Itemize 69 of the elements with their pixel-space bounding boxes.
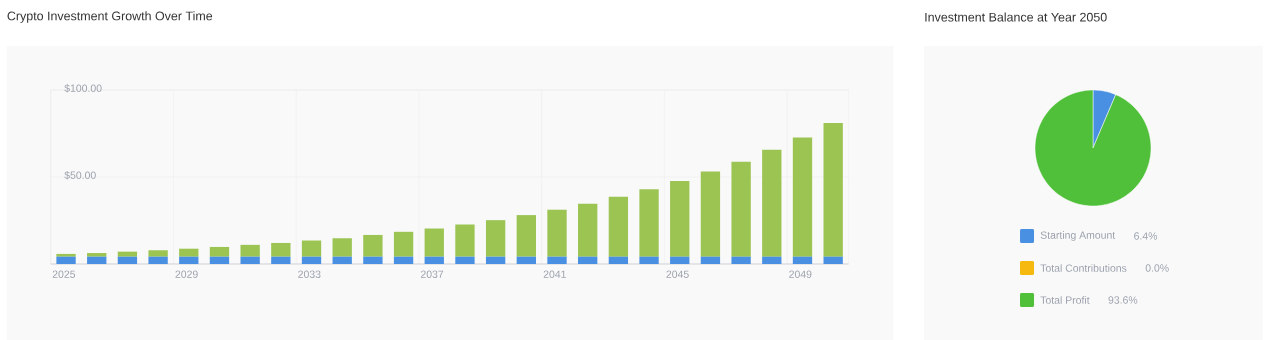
chart-title: Investment Balance at Year 2050 (925, 12, 1107, 22)
bar (209, 246, 230, 257)
x-tick-label: 2041 (543, 270, 566, 278)
bar (363, 234, 383, 257)
bar (455, 256, 475, 264)
bar (485, 220, 506, 257)
bar (608, 196, 629, 257)
y-tick-label: $100.00 (64, 84, 102, 93)
x-tick-label: 2025 (52, 270, 76, 278)
bar (792, 256, 813, 264)
bar (608, 256, 629, 264)
bar (455, 224, 475, 257)
bar (516, 215, 536, 257)
bar (639, 256, 659, 264)
bar (424, 256, 444, 264)
bar (639, 189, 659, 257)
bar (87, 256, 107, 264)
bar (56, 253, 76, 257)
bar (424, 228, 444, 257)
x-tick-label: 2037 (420, 270, 444, 278)
bar (762, 256, 782, 264)
bar (117, 256, 138, 264)
legend-label: Starting Amount (1040, 231, 1116, 241)
x-tick-label: 2029 (175, 270, 198, 278)
bar (148, 256, 168, 264)
bar (792, 137, 813, 257)
bar (670, 256, 690, 264)
bar (271, 256, 291, 264)
bar (670, 181, 690, 257)
bar (762, 149, 782, 257)
bar (731, 161, 751, 257)
bar (179, 256, 199, 264)
x-tick-label: 2033 (298, 270, 321, 278)
bar (179, 248, 199, 257)
bar (700, 256, 721, 264)
bar (731, 256, 751, 264)
bar (332, 256, 352, 264)
bar (240, 256, 260, 264)
bar (87, 253, 107, 257)
data-label: 93.6% (1108, 296, 1138, 304)
bar (393, 231, 414, 257)
bar (301, 240, 322, 257)
bar (823, 256, 843, 264)
bar (301, 256, 322, 264)
bar (516, 256, 536, 264)
bar (578, 203, 598, 257)
bar (271, 242, 291, 257)
bar (117, 251, 138, 257)
bar (485, 256, 506, 264)
bar (332, 238, 352, 257)
bar (547, 209, 567, 257)
legend-label: Total Profit (1040, 296, 1090, 304)
x-tick-label: 2049 (789, 270, 812, 278)
bar (547, 256, 567, 264)
chart-title: Crypto Investment Growth Over Time (7, 11, 213, 23)
y-tick-label: $50.00 (64, 171, 96, 180)
bar (578, 256, 598, 264)
text: 0.0% (1145, 264, 1169, 272)
bar (56, 256, 76, 264)
data-label: 6.4% (1134, 232, 1158, 240)
bar (393, 256, 414, 264)
bar (823, 123, 843, 257)
bar (148, 250, 168, 257)
bar (240, 244, 260, 257)
legend-label: Total Contributions (1040, 264, 1127, 272)
bar (700, 171, 721, 257)
bar (363, 256, 383, 264)
bar (209, 256, 230, 264)
x-tick-label: 2045 (666, 270, 689, 278)
